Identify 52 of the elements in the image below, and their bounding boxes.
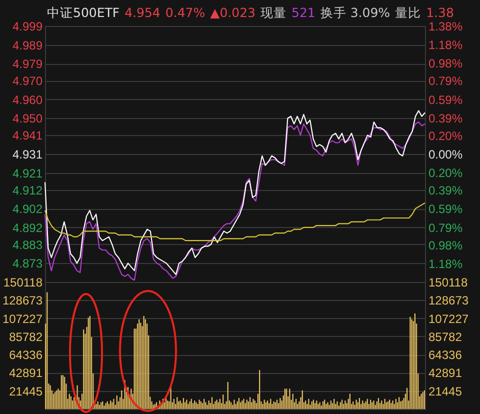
- y2-tick-label: 1.18%: [428, 38, 463, 52]
- y2-tick-label: 150118: [428, 276, 468, 290]
- y-tick-label: 4.892: [12, 220, 43, 235]
- y-tick-label: 4.960: [12, 92, 43, 107]
- y2-tick-label: 0.59%: [428, 202, 463, 216]
- text: 1.38: [426, 5, 454, 20]
- y-tick-label: 4.873: [12, 256, 43, 271]
- text: 0.47%: [165, 5, 206, 20]
- y2-tick-label: 0.98%: [428, 56, 463, 71]
- y2-tick-label: 128673: [428, 294, 469, 308]
- chart-title: 中证500ETF: [47, 5, 120, 20]
- text: 521: [292, 5, 316, 20]
- y2-tick-label: 64336: [428, 348, 462, 362]
- y-tick-label: 4.999: [12, 20, 43, 34]
- y-tick-label: 4.941: [12, 128, 43, 143]
- y2-tick-label: 0.79%: [428, 220, 463, 235]
- y-tick-label: 4.902: [12, 202, 43, 216]
- y-tick-label: 128673: [2, 294, 43, 308]
- text: 换手 3.09%: [320, 5, 390, 20]
- y-tick-label: 21445: [9, 384, 43, 398]
- y-tick-label: 4.989: [12, 38, 43, 52]
- y2-tick-label: 0.00%: [428, 148, 463, 162]
- y-tick-label: 107227: [2, 312, 43, 326]
- y-tick-label: 85782: [9, 330, 43, 344]
- y-tick-label: 4.921: [12, 166, 43, 180]
- y-tick-label: 4.970: [12, 74, 43, 88]
- y2-tick-label: 1.18%: [428, 256, 463, 271]
- y2-tick-label: 21445: [428, 384, 462, 398]
- y2-tick-label: 0.20%: [428, 128, 463, 143]
- y-tick-label: 4.912: [12, 183, 43, 198]
- y2-tick-label: 0.39%: [428, 184, 463, 198]
- y2-tick-label: 0.20%: [428, 166, 463, 180]
- y2-tick-label: 1.38%: [428, 20, 463, 34]
- text: 4.954: [124, 5, 160, 20]
- y2-tick-label: 0.79%: [428, 74, 463, 88]
- y-tick-label: 64336: [9, 348, 43, 362]
- y2-tick-label: 42891: [428, 366, 462, 380]
- text: 现量: [260, 5, 287, 20]
- y-tick-label: 4.883: [12, 238, 43, 252]
- y-tick-label: 4.950: [12, 112, 43, 126]
- text: 量比: [395, 5, 422, 20]
- y2-tick-label: 85782: [428, 330, 462, 344]
- y2-tick-label: 0.59%: [428, 92, 463, 107]
- y2-tick-label: 0.39%: [428, 111, 463, 126]
- y-tick-label: 150118: [3, 276, 43, 290]
- line-series: [44, 202, 426, 242]
- y-tick-label: 42891: [9, 366, 43, 380]
- y2-tick-label: 107227: [428, 312, 469, 326]
- y-tick-label: 4.979: [12, 57, 43, 72]
- text: ▲0.023: [210, 5, 256, 20]
- y-tick-label: 4.931: [12, 148, 43, 162]
- y2-tick-label: 0.98%: [428, 238, 463, 252]
